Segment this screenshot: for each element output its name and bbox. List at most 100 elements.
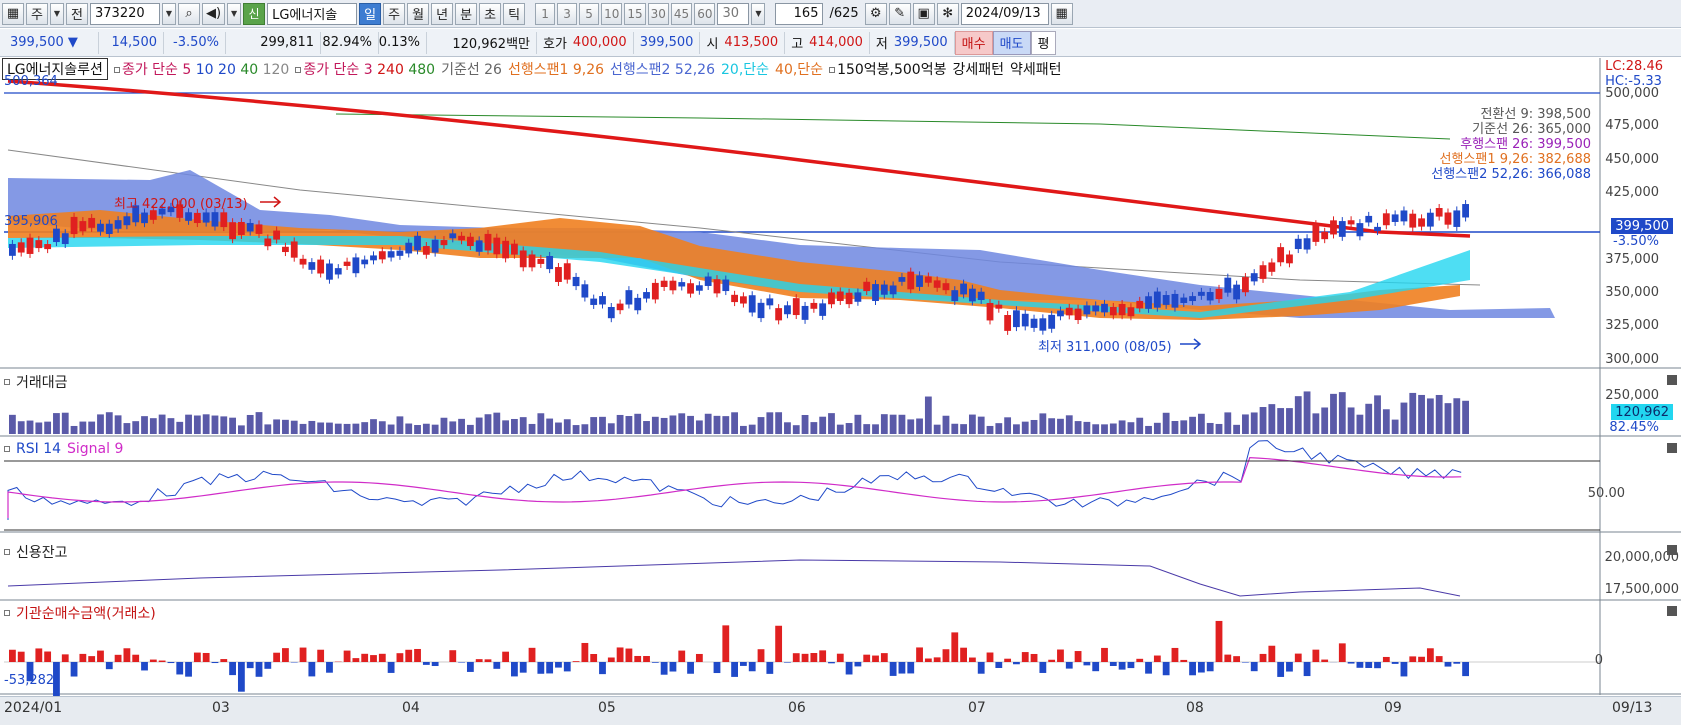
inst-bar [916, 647, 923, 662]
legend-ma[interactable]: 종가 단순 5 10 20 40 120 [113, 59, 290, 79]
legend-40[interactable]: 40,단순 [775, 62, 824, 78]
legend-stock-name[interactable]: LG에너지솔루션 [2, 58, 108, 80]
legend-20[interactable]: 20,단순 [721, 62, 770, 78]
interval-input[interactable]: 30 [717, 2, 750, 25]
ichimoku-cloud-neg [8, 170, 1555, 318]
gear-icon[interactable]: ✻ [936, 2, 959, 25]
inst-bar [220, 659, 228, 662]
tool-icon[interactable]: ✎ [888, 2, 911, 25]
ichi-base: 기준선 26: 365,000 [1472, 122, 1591, 137]
inst-bar [854, 662, 862, 667]
chevron-down-icon[interactable]: ▼ [50, 2, 64, 25]
interval-45-button[interactable]: 45 [670, 2, 693, 25]
interval-3-button[interactable]: 3 [557, 2, 578, 25]
inst-bar [810, 653, 818, 662]
stock-name-field[interactable]: LG에너지솔 [267, 2, 358, 25]
indicator-icon[interactable]: ⚙ [864, 2, 887, 25]
period-year-button[interactable]: 년 [431, 2, 454, 25]
inst-bar [942, 649, 950, 662]
rsi-line [7, 440, 1462, 520]
interval-1-button[interactable]: 1 [535, 2, 556, 25]
volume-bar [1303, 391, 1311, 434]
interval-10-button[interactable]: 10 [601, 2, 623, 25]
panel-collapse-icon[interactable] [1667, 606, 1677, 616]
interval-60-button[interactable]: 60 [694, 2, 716, 25]
candle-body [255, 224, 263, 234]
count-input[interactable]: 165 [775, 2, 824, 25]
chart-menu-icon[interactable]: ▦ [2, 2, 24, 25]
legend-ma2[interactable]: 종가 단순 3 240 480 [295, 59, 435, 79]
prev-button[interactable]: 전 [66, 2, 88, 25]
inst-bar [581, 642, 589, 662]
candle-body [1030, 318, 1038, 328]
sell-button[interactable]: 매도 [992, 30, 1031, 55]
volume-bar [97, 414, 104, 434]
sound-dropdown-icon[interactable]: ▼ [227, 2, 242, 25]
volume-bar [863, 424, 871, 434]
calendar-icon[interactable]: ▦ [1050, 2, 1073, 25]
search-icon[interactable]: ⌕ [178, 2, 200, 25]
inst-bar [1435, 656, 1443, 662]
legend-bong[interactable]: 150억봉,500억봉 [829, 59, 946, 79]
candle-body [290, 241, 298, 258]
inst-bar [1338, 643, 1346, 662]
legend-span2[interactable]: 선행스팬2 52,26 [610, 62, 715, 78]
eval-button[interactable]: 평 [1030, 30, 1057, 55]
candle-body [493, 237, 501, 255]
candle-body [458, 235, 465, 241]
volume-bar [220, 416, 228, 434]
period-main-select[interactable]: 주 [26, 2, 48, 25]
ma-120: 120 [262, 62, 290, 78]
candle-body [1330, 220, 1337, 235]
inst-bar [26, 662, 34, 682]
code-dropdown-icon[interactable]: ▼ [162, 2, 176, 25]
buy-button[interactable]: 매수 [954, 30, 993, 55]
period-tick-button[interactable]: 틱 [503, 2, 526, 25]
inst-bar [211, 662, 219, 664]
panel-collapse-icon[interactable] [1667, 545, 1677, 555]
volume-bar [651, 416, 659, 434]
candle-body [35, 240, 43, 249]
inst-bar [872, 655, 879, 662]
code-input[interactable]: 373220 [90, 2, 160, 25]
candle-body [634, 297, 642, 311]
inst-bar [757, 649, 765, 662]
candle-body [828, 292, 835, 305]
period-minute-button[interactable]: 분 [455, 2, 478, 25]
period-month-button[interactable]: 월 [407, 2, 430, 25]
speaker-icon[interactable]: ◀) [202, 2, 226, 25]
interval-15-button[interactable]: 15 [624, 2, 646, 25]
inst-bar [960, 647, 967, 662]
volume-bar [942, 415, 950, 434]
interval-30-button[interactable]: 30 [647, 2, 669, 25]
legend-strong[interactable]: 강세패턴 [952, 62, 1005, 78]
price-value: 399,500 [10, 35, 64, 50]
date-input[interactable]: 2024/09/13 [960, 2, 1049, 25]
candle-body [132, 205, 140, 223]
candle-body [1347, 220, 1355, 225]
period-second-button[interactable]: 초 [479, 2, 502, 25]
volume-bar [704, 413, 712, 434]
candle-body [1233, 284, 1241, 300]
panel-collapse-icon[interactable] [1667, 443, 1677, 453]
panel-collapse-icon[interactable] [1667, 375, 1677, 385]
inst-bar [519, 662, 527, 673]
inst-bar [1268, 645, 1276, 662]
interval-5-button[interactable]: 5 [579, 2, 600, 25]
candle-body [1312, 224, 1320, 242]
legend-weak[interactable]: 약세패턴 [1010, 62, 1062, 78]
candle-body [211, 212, 219, 227]
candle-body [343, 261, 351, 266]
volume-bar [625, 416, 633, 434]
inst-bar [1400, 662, 1408, 677]
volume-bar [352, 423, 360, 434]
legend-base-line[interactable]: 기준선 26 [441, 62, 502, 78]
volume-bar [898, 414, 906, 434]
interval-dropdown-icon[interactable]: ▼ [751, 2, 766, 25]
period-day-button[interactable]: 일 [359, 2, 382, 25]
legend-span1[interactable]: 선행스팬1 9,26 [507, 62, 605, 78]
period-week-button[interactable]: 주 [383, 2, 406, 25]
save-icon[interactable]: ▣ [912, 2, 935, 25]
volume-bar [1109, 423, 1117, 434]
